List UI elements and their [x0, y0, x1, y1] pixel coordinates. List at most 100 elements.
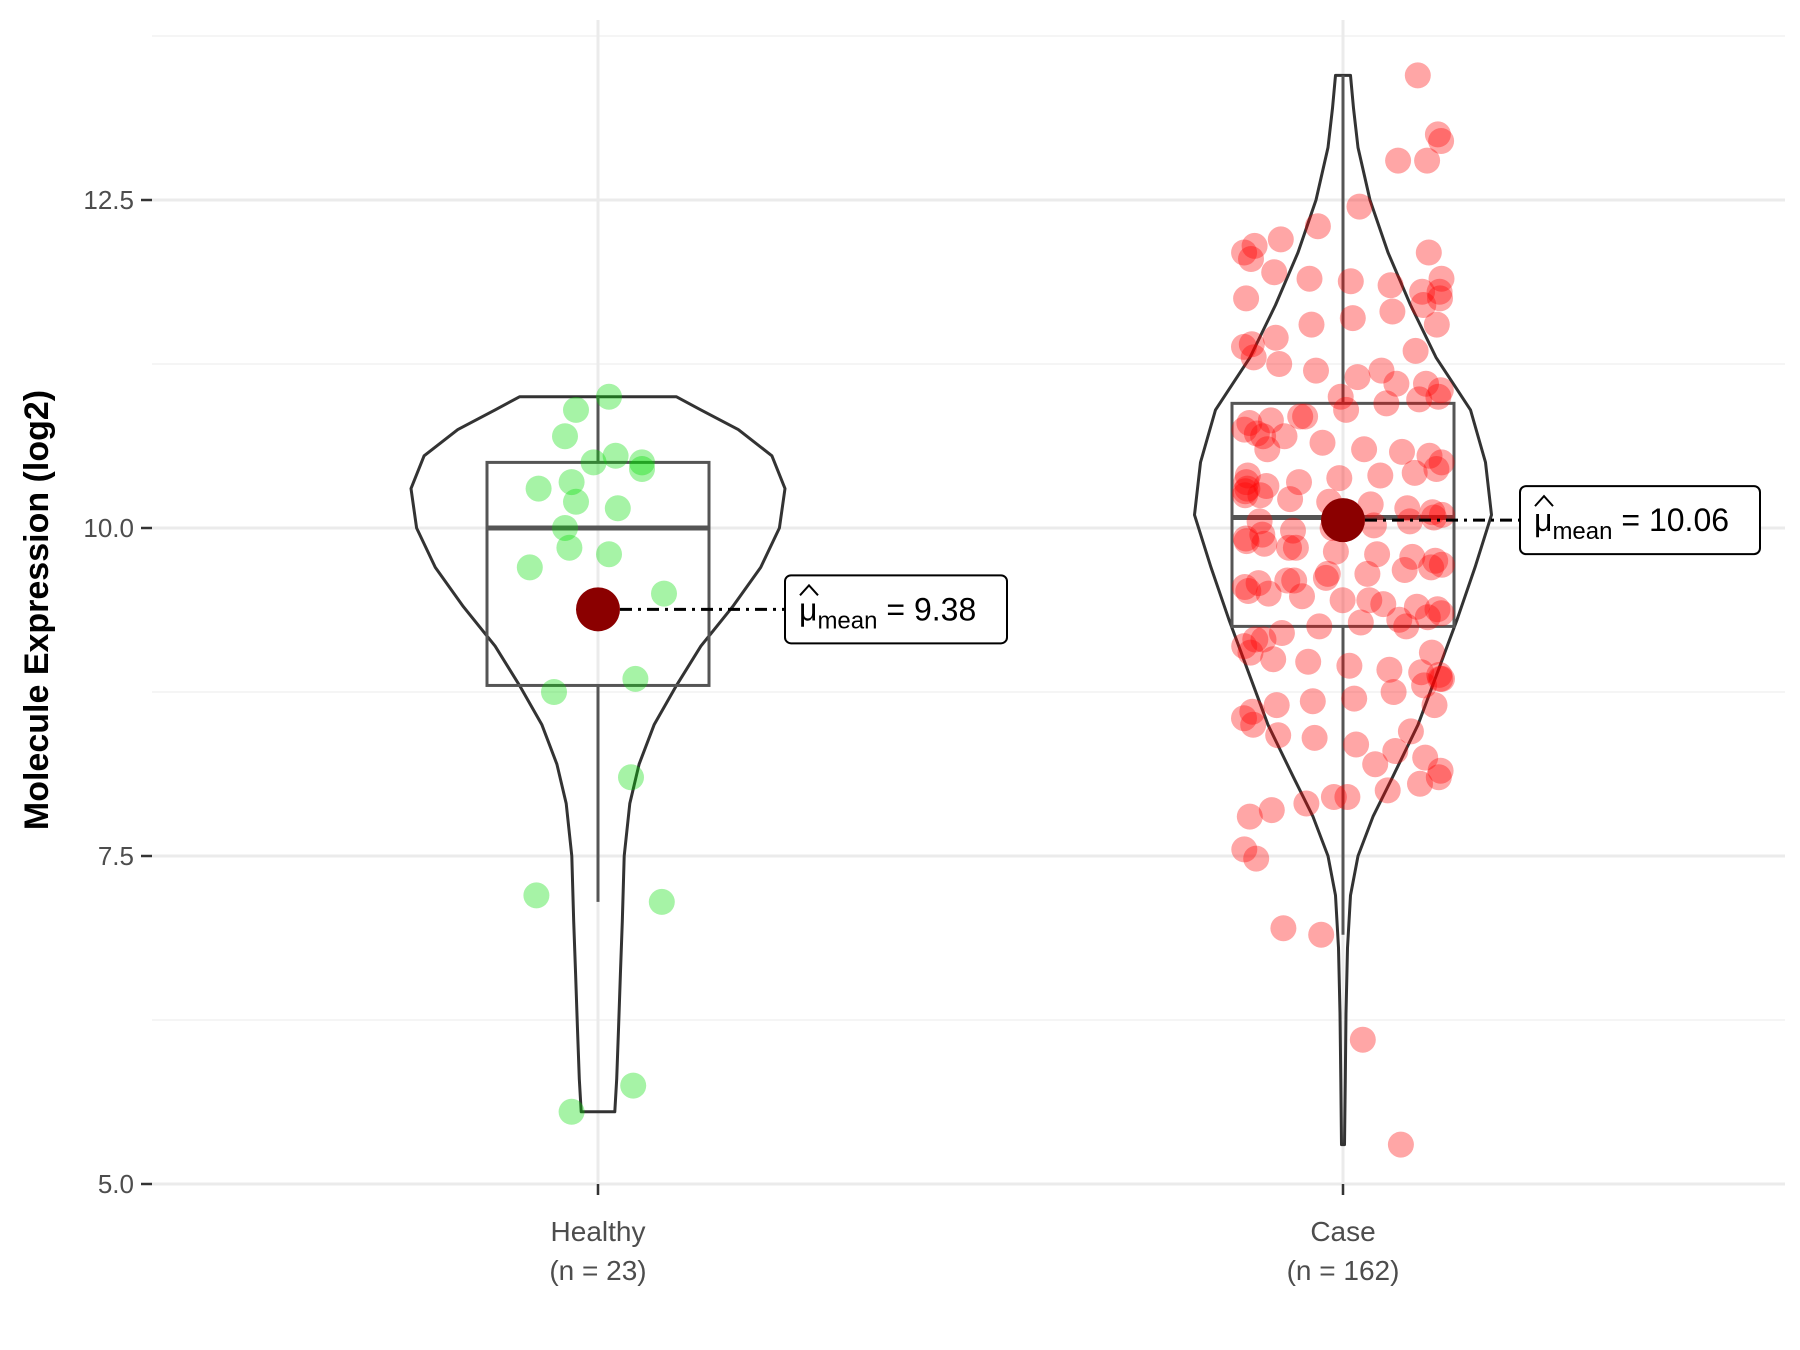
data-point — [1236, 410, 1263, 436]
data-point — [1258, 797, 1285, 824]
data-point — [1274, 567, 1301, 594]
data-point — [1428, 551, 1455, 578]
data-point — [1251, 530, 1278, 557]
data-point — [1368, 357, 1395, 384]
data-point — [1411, 672, 1438, 699]
data-point — [1334, 784, 1361, 810]
data-point — [622, 665, 649, 692]
data-point — [1394, 495, 1421, 522]
data-point — [1415, 239, 1442, 266]
data-point — [1286, 469, 1312, 496]
data-point — [1401, 459, 1428, 486]
y-tick-label: 10.0 — [83, 513, 134, 543]
data-point — [1391, 557, 1418, 583]
data-point — [1360, 512, 1387, 539]
data-point — [1231, 633, 1258, 660]
y-axis: 5.0 7.5 10.0 12.5 — [83, 185, 152, 1199]
data-point — [1376, 656, 1403, 683]
data-point — [1337, 268, 1364, 295]
data-point — [1393, 613, 1420, 640]
data-point — [1246, 508, 1273, 535]
data-point — [1231, 836, 1258, 863]
data-point — [1250, 423, 1277, 450]
data-point — [1428, 265, 1455, 292]
mean-hat — [799, 583, 819, 597]
data-point — [1377, 272, 1404, 299]
data-point — [1379, 298, 1406, 325]
data-point — [596, 541, 622, 568]
mean-label: μmean = 9.38 — [799, 591, 976, 634]
data-point — [1322, 538, 1349, 565]
violin — [409, 395, 787, 1114]
data-point — [1329, 587, 1356, 614]
data-point — [1281, 567, 1308, 594]
data-point — [1367, 462, 1394, 489]
data-point — [1231, 333, 1257, 360]
data-point — [1364, 541, 1391, 568]
data-point — [1296, 265, 1323, 292]
data-point — [1239, 698, 1266, 725]
y-tick-label: 7.5 — [98, 841, 134, 871]
group-healthy: μmean = 9.38 — [409, 383, 1008, 1125]
data-point — [1266, 351, 1293, 377]
data-point — [1383, 370, 1410, 397]
data-point — [552, 515, 578, 541]
data-point — [1333, 396, 1360, 423]
data-point — [1425, 383, 1452, 410]
data-point — [1234, 475, 1261, 502]
data-point — [1427, 377, 1454, 404]
data-point — [1370, 591, 1397, 618]
data-point — [1233, 285, 1260, 312]
data-point — [1240, 711, 1267, 738]
y-axis-label: Molecule Expression (log2) — [18, 390, 56, 830]
data-point — [1428, 128, 1455, 154]
data-point — [1257, 407, 1284, 434]
data-point — [1253, 473, 1280, 499]
data-point — [1351, 436, 1378, 463]
data-point — [1424, 596, 1451, 623]
data-point — [1249, 521, 1276, 548]
data-point — [1349, 1026, 1376, 1053]
data-point — [1373, 390, 1400, 417]
data-point — [602, 442, 629, 469]
data-point — [1267, 226, 1294, 253]
data-point — [552, 423, 578, 450]
data-point — [1320, 784, 1347, 810]
data-point — [1255, 580, 1282, 607]
data-point — [1344, 364, 1371, 391]
data-point — [516, 554, 543, 581]
x-axis: Healthy (n = 23) Case (n = 162) — [549, 1184, 1399, 1286]
data-point — [1396, 508, 1423, 535]
x-category-count: (n = 162) — [1287, 1255, 1400, 1286]
mean-label-box — [1519, 485, 1761, 556]
data-point — [1232, 482, 1259, 509]
data-point — [1265, 722, 1292, 749]
data-point — [1287, 403, 1314, 430]
data-point — [1422, 547, 1449, 574]
data-point — [651, 580, 677, 607]
data-point — [1347, 609, 1374, 636]
data-point — [1232, 525, 1259, 552]
data-point — [1304, 213, 1331, 240]
data-point — [1243, 845, 1270, 872]
data-point — [1426, 278, 1453, 305]
data-point — [556, 534, 583, 561]
data-point — [563, 396, 589, 423]
data-point — [1231, 239, 1258, 266]
data-point — [1289, 583, 1315, 610]
data-point — [1406, 386, 1433, 413]
mean-marker — [576, 587, 620, 632]
data-point — [1423, 311, 1450, 338]
data-point — [1356, 587, 1383, 614]
data-point — [1234, 462, 1261, 489]
data-point — [596, 383, 622, 410]
data-point — [1247, 482, 1274, 509]
data-point — [1237, 639, 1264, 666]
data-point — [1374, 777, 1401, 804]
data-point — [1236, 803, 1263, 830]
data-point — [1241, 232, 1268, 259]
y-tick-label: 12.5 — [83, 185, 134, 215]
data-point — [1293, 790, 1320, 817]
data-point — [1231, 705, 1257, 732]
data-point — [1428, 600, 1455, 627]
